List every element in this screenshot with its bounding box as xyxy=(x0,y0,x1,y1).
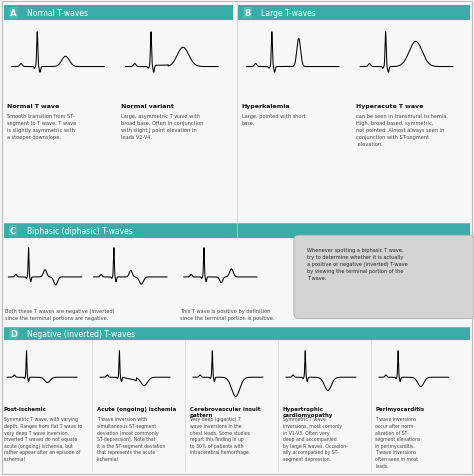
FancyBboxPatch shape xyxy=(4,6,233,21)
Text: Whenever spotting a biphasic T wave,
try to determine whether it is actually
a p: Whenever spotting a biphasic T wave, try… xyxy=(307,248,408,280)
Text: Smooth transition from ST-
segment to T wave. T wave
is slightly asymmetric with: Smooth transition from ST- segment to T … xyxy=(7,114,76,139)
Text: Perimyocarditis: Perimyocarditis xyxy=(375,406,425,411)
Text: Normal T wave: Normal T wave xyxy=(7,104,59,109)
FancyBboxPatch shape xyxy=(238,6,470,21)
Text: T wave inversion with
simultaneous ST-segment
deviation (most commonly
ST-depres: T wave inversion with simultaneous ST-se… xyxy=(97,416,165,461)
Text: Symmetric T wave
inversions, most comonly
in V1-V3. Often very
deep and accompan: Symmetric T wave inversions, most comonl… xyxy=(283,416,347,461)
FancyBboxPatch shape xyxy=(4,327,470,340)
Text: Hyperkalemia: Hyperkalemia xyxy=(242,104,291,109)
Text: Symmetric T wave, with varying
depth. Ranges from flat T wave to
very deep T wav: Symmetric T wave, with varying depth. Ra… xyxy=(4,416,82,461)
Text: Normal T-waves: Normal T-waves xyxy=(27,9,88,18)
FancyBboxPatch shape xyxy=(4,224,470,238)
Text: Both these T waves are negative (inverted)
since the terminal portions are negat: Both these T waves are negative (inverte… xyxy=(5,308,114,320)
Text: Acute (ongoing) ischemia: Acute (ongoing) ischemia xyxy=(97,406,176,411)
Text: B: B xyxy=(244,9,250,18)
FancyBboxPatch shape xyxy=(294,236,474,319)
Text: Hypertrophic
cardiomyopathy: Hypertrophic cardiomyopathy xyxy=(283,406,333,417)
Text: Post-ischemic: Post-ischemic xyxy=(4,406,46,411)
Text: Very deep (gigantic) T
wave inversions in the
chest leads. Some studies
report t: Very deep (gigantic) T wave inversions i… xyxy=(190,416,250,455)
Text: C: C xyxy=(10,227,16,235)
Text: Large, pointed with short
base.: Large, pointed with short base. xyxy=(242,114,305,126)
Text: Cerebrovascular insult
pattern: Cerebrovascular insult pattern xyxy=(190,406,260,417)
Text: A: A xyxy=(10,9,17,18)
Text: Normal variant: Normal variant xyxy=(121,104,174,109)
Text: Hyperacute T wave: Hyperacute T wave xyxy=(356,104,423,109)
Text: D: D xyxy=(10,329,17,338)
Text: This T wave is positive by definition
since the terminal portion is positive.: This T wave is positive by definition si… xyxy=(180,308,274,320)
Text: can be seen in transmural ischemia.
High, broad based, symmetric,
not pointed. A: can be seen in transmural ischemia. High… xyxy=(356,114,447,147)
Text: Negative (inverted) T-waves: Negative (inverted) T-waves xyxy=(27,329,135,338)
Text: T wave inversions
occur after norm-
alization of ST-
segment elevations
in perim: T wave inversions occur after norm- aliz… xyxy=(375,416,420,467)
Text: Biphasic (diphasic) T-waves: Biphasic (diphasic) T-waves xyxy=(27,227,132,235)
Text: Large T-waves: Large T-waves xyxy=(261,9,316,18)
Text: Large, asymmetric T wave with
broad base. Often in conjunction
with slight J poi: Large, asymmetric T wave with broad base… xyxy=(121,114,203,139)
